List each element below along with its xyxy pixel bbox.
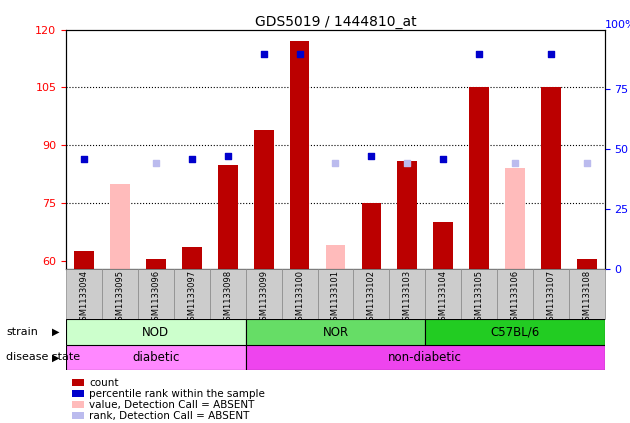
Text: GSM1133098: GSM1133098 — [223, 269, 232, 326]
Point — [186, 155, 197, 162]
Bar — [74, 251, 94, 269]
Bar — [218, 165, 238, 269]
Text: rank, Detection Call = ABSENT: rank, Detection Call = ABSENT — [89, 411, 250, 421]
Point — [330, 160, 340, 167]
Text: GSM1133094: GSM1133094 — [79, 269, 89, 326]
Text: count: count — [89, 378, 119, 388]
Bar — [110, 184, 130, 269]
Bar — [353, 269, 389, 319]
Bar — [505, 168, 525, 269]
Bar — [246, 319, 425, 345]
Bar — [469, 88, 489, 269]
Bar — [389, 269, 425, 319]
Bar — [182, 247, 202, 269]
Bar — [425, 269, 461, 319]
Bar — [362, 203, 381, 269]
Point — [546, 50, 556, 57]
Bar — [433, 222, 453, 269]
Point — [223, 153, 233, 159]
Text: GSM1133101: GSM1133101 — [331, 269, 340, 326]
Text: diabetic: diabetic — [132, 351, 180, 364]
Text: GSM1133096: GSM1133096 — [151, 269, 161, 326]
Point — [294, 50, 304, 57]
Bar — [66, 345, 246, 370]
Bar — [326, 245, 345, 269]
Text: GSM1133104: GSM1133104 — [438, 269, 448, 326]
Text: GSM1133103: GSM1133103 — [403, 269, 412, 326]
Text: GSM1133107: GSM1133107 — [546, 269, 556, 326]
Text: GSM1133102: GSM1133102 — [367, 269, 376, 326]
Text: GSM1133105: GSM1133105 — [474, 269, 484, 326]
Text: value, Detection Call = ABSENT: value, Detection Call = ABSENT — [89, 400, 255, 410]
Text: NOR: NOR — [323, 326, 348, 338]
Text: non-diabetic: non-diabetic — [388, 351, 462, 364]
Title: GDS5019 / 1444810_at: GDS5019 / 1444810_at — [255, 14, 416, 29]
Text: strain: strain — [6, 327, 38, 337]
Bar — [254, 130, 273, 269]
Text: GSM1133095: GSM1133095 — [115, 269, 125, 326]
Text: GSM1133108: GSM1133108 — [582, 269, 592, 326]
Point — [367, 153, 377, 159]
Bar — [398, 161, 417, 269]
Bar — [102, 269, 138, 319]
Bar — [461, 269, 497, 319]
Text: disease state: disease state — [6, 352, 81, 363]
Point — [438, 155, 448, 162]
Text: 100%: 100% — [605, 19, 630, 30]
Point — [151, 160, 161, 167]
Bar — [533, 269, 569, 319]
Bar — [66, 319, 246, 345]
Text: C57BL/6: C57BL/6 — [490, 326, 540, 338]
Bar — [246, 345, 605, 370]
Bar — [577, 259, 597, 269]
Bar — [246, 269, 282, 319]
Point — [510, 160, 520, 167]
Text: percentile rank within the sample: percentile rank within the sample — [89, 389, 265, 399]
Bar — [425, 319, 605, 345]
Text: GSM1133099: GSM1133099 — [259, 269, 268, 326]
Text: NOD: NOD — [142, 326, 169, 338]
Bar — [290, 41, 309, 269]
Bar — [138, 269, 174, 319]
Bar — [541, 88, 561, 269]
Point — [79, 155, 89, 162]
Bar — [66, 269, 102, 319]
Text: GSM1133100: GSM1133100 — [295, 269, 304, 326]
Bar — [210, 269, 246, 319]
Point — [474, 50, 484, 57]
Point — [402, 160, 412, 167]
Text: ▶: ▶ — [52, 327, 60, 337]
Text: GSM1133106: GSM1133106 — [510, 269, 520, 326]
Bar — [282, 269, 318, 319]
Bar — [569, 269, 605, 319]
Bar — [497, 269, 533, 319]
Bar — [174, 269, 210, 319]
Point — [258, 50, 268, 57]
Bar — [146, 259, 166, 269]
Text: GSM1133097: GSM1133097 — [187, 269, 197, 326]
Text: ▶: ▶ — [52, 352, 60, 363]
Bar — [318, 269, 353, 319]
Point — [581, 160, 592, 167]
